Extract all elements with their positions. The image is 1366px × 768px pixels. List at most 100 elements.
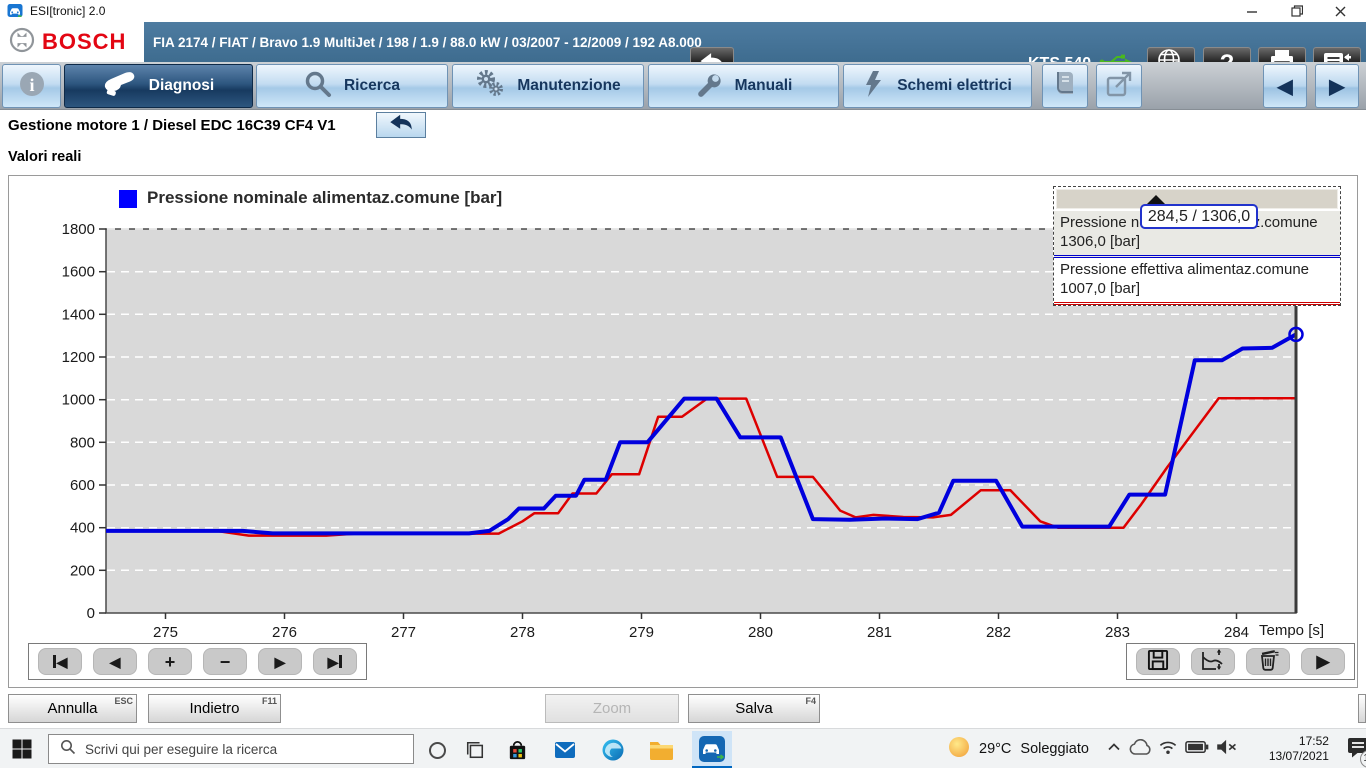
minimize-button[interactable] xyxy=(1230,0,1274,22)
book-icon xyxy=(1051,70,1079,103)
next-button[interactable]: ▶ xyxy=(258,648,302,675)
notification-center-button[interactable]: 13 xyxy=(1346,735,1366,764)
last-button[interactable]: ▶ xyxy=(313,648,357,675)
tab-manutenzione[interactable]: Manutenzione xyxy=(452,64,644,108)
annulla-button[interactable]: AnnullaESC xyxy=(8,694,137,723)
nav-previous-button[interactable]: ◀ xyxy=(1263,64,1307,108)
start-button[interactable] xyxy=(12,739,32,764)
tab-info[interactable]: i xyxy=(2,64,61,108)
previous-button[interactable]: ◀ xyxy=(93,648,137,675)
chart-title: Pressione nominale alimentaz.comune [bar… xyxy=(147,188,502,208)
svg-text:281: 281 xyxy=(867,624,892,641)
search-icon xyxy=(60,739,76,760)
wifi-icon[interactable] xyxy=(1158,739,1178,760)
first-icon xyxy=(53,655,56,668)
taskbar-search-input[interactable]: Scrivi qui per eseguire la ricerca xyxy=(48,734,414,764)
delete-button[interactable] xyxy=(1246,648,1290,675)
first-button[interactable]: ◀ xyxy=(38,648,82,675)
bosch-brand: BOSCH xyxy=(0,22,144,62)
restore-button[interactable] xyxy=(1275,0,1319,22)
store-button[interactable] xyxy=(504,737,530,763)
svg-text:276: 276 xyxy=(272,624,297,641)
close-button[interactable] xyxy=(1318,0,1362,22)
window-title: ESI[tronic] 2.0 xyxy=(30,4,105,18)
indietro-button[interactable]: IndietroF11 xyxy=(148,694,281,723)
tab-ricerca[interactable]: Ricerca xyxy=(256,64,448,108)
back-icon xyxy=(387,113,415,138)
vehicle-info: FIA 2174 / FIAT / Bravo 1.9 MultiJet / 1… xyxy=(153,22,702,62)
svg-text:0: 0 xyxy=(87,605,95,622)
mail-button[interactable] xyxy=(552,737,578,763)
documents-button[interactable] xyxy=(1042,64,1088,108)
volume-muted-icon[interactable] xyxy=(1216,739,1238,760)
last-icon xyxy=(339,655,342,668)
svg-text:282: 282 xyxy=(986,624,1011,641)
taskbar-right-cluster: 29°C Soleggiato 17:52 13/07/2021 13 xyxy=(948,729,1366,768)
auto-scale-button[interactable] xyxy=(1191,648,1235,675)
onedrive-cloud-icon[interactable] xyxy=(1129,739,1151,760)
windows-taskbar: Scrivi qui per eseguire la ricerca 29°C … xyxy=(0,728,1366,768)
breadcrumb-back-button[interactable] xyxy=(376,112,426,138)
tab-manuali[interactable]: Manuali xyxy=(648,64,839,108)
svg-text:800: 800 xyxy=(70,434,95,451)
svg-text:280: 280 xyxy=(748,624,773,641)
external-link-icon xyxy=(1105,70,1133,103)
file-explorer-icon xyxy=(649,739,674,761)
chevron-up-icon[interactable] xyxy=(1106,739,1122,760)
lightning-icon xyxy=(863,70,885,103)
search-icon xyxy=(304,70,332,103)
svg-text:200: 200 xyxy=(70,562,95,579)
external-app-button[interactable] xyxy=(1096,64,1142,108)
bosch-anchor-logo-icon xyxy=(9,27,35,58)
svg-text:1200: 1200 xyxy=(62,349,95,366)
taskbar-clock[interactable]: 17:52 13/07/2021 xyxy=(1253,734,1329,764)
edge-button[interactable] xyxy=(600,737,626,763)
play-button[interactable]: ▶ xyxy=(1301,648,1345,675)
svg-text:Tempo [s]: Tempo [s] xyxy=(1259,622,1324,639)
zoom-in-button[interactable]: + xyxy=(148,648,192,675)
store-icon xyxy=(506,739,529,762)
app-car-icon xyxy=(7,3,23,24)
file-explorer-button[interactable] xyxy=(648,737,674,763)
mail-icon xyxy=(553,738,577,762)
salva-button[interactable]: SalvaF4 xyxy=(688,694,820,723)
tab-diagnosi[interactable]: Diagnosi xyxy=(64,64,253,108)
clock-time: 17:52 xyxy=(1299,734,1329,748)
weather-condition[interactable]: Soleggiato xyxy=(1020,741,1089,757)
edge-button-sliver xyxy=(1358,694,1366,723)
save-recording-button[interactable] xyxy=(1136,648,1180,675)
tooltip-row-effettiva: Pressione effettiva alimentaz.comune 100… xyxy=(1054,258,1340,305)
zoom-out-button[interactable]: − xyxy=(203,648,247,675)
cortana-button[interactable] xyxy=(424,737,450,763)
tab-schemi-elettrici[interactable]: Schemi elettrici xyxy=(843,64,1032,108)
zoom-in-icon: + xyxy=(165,653,176,671)
tab-label: Diagnosi xyxy=(149,77,214,95)
play-icon: ▶ xyxy=(1316,653,1329,670)
esitronic-taskbar-button[interactable] xyxy=(692,731,732,768)
edge-icon xyxy=(601,738,625,762)
svg-text:279: 279 xyxy=(629,624,654,641)
key-hint: ESC xyxy=(114,696,133,706)
esitronic-icon xyxy=(698,735,726,763)
key-hint: F4 xyxy=(805,696,816,706)
weather-temp[interactable]: 29°C xyxy=(979,741,1011,757)
svg-text:1600: 1600 xyxy=(62,264,95,281)
weather-sun-icon xyxy=(948,736,970,763)
clock-date: 13/07/2021 xyxy=(1269,749,1329,763)
battery-icon[interactable] xyxy=(1185,740,1209,759)
wrench-icon xyxy=(695,70,723,103)
arrow-left-icon: ◀ xyxy=(1277,74,1292,99)
nav-next-button[interactable]: ▶ xyxy=(1315,64,1359,108)
chart-panel: 0200400600800100012001400160018002752762… xyxy=(8,175,1358,688)
system-tray xyxy=(1106,739,1238,760)
key-hint: F11 xyxy=(262,696,277,706)
gears-icon xyxy=(475,69,505,104)
diagnosis-tester-icon xyxy=(103,70,137,103)
chart-nav-toolbar: ◀ ◀ + − ▶ ▶ xyxy=(28,643,367,680)
tab-label: Manutenzione xyxy=(517,77,620,95)
cursor-value-box[interactable]: 284,5 / 1306,0 xyxy=(1140,204,1258,229)
task-view-icon xyxy=(465,740,485,760)
bosch-wordmark: BOSCH xyxy=(42,29,126,55)
esitronic-window: ESI[tronic] 2.0 BOSCH FIA 2174 / FIAT / … xyxy=(0,0,1366,768)
task-view-button[interactable] xyxy=(462,737,488,763)
